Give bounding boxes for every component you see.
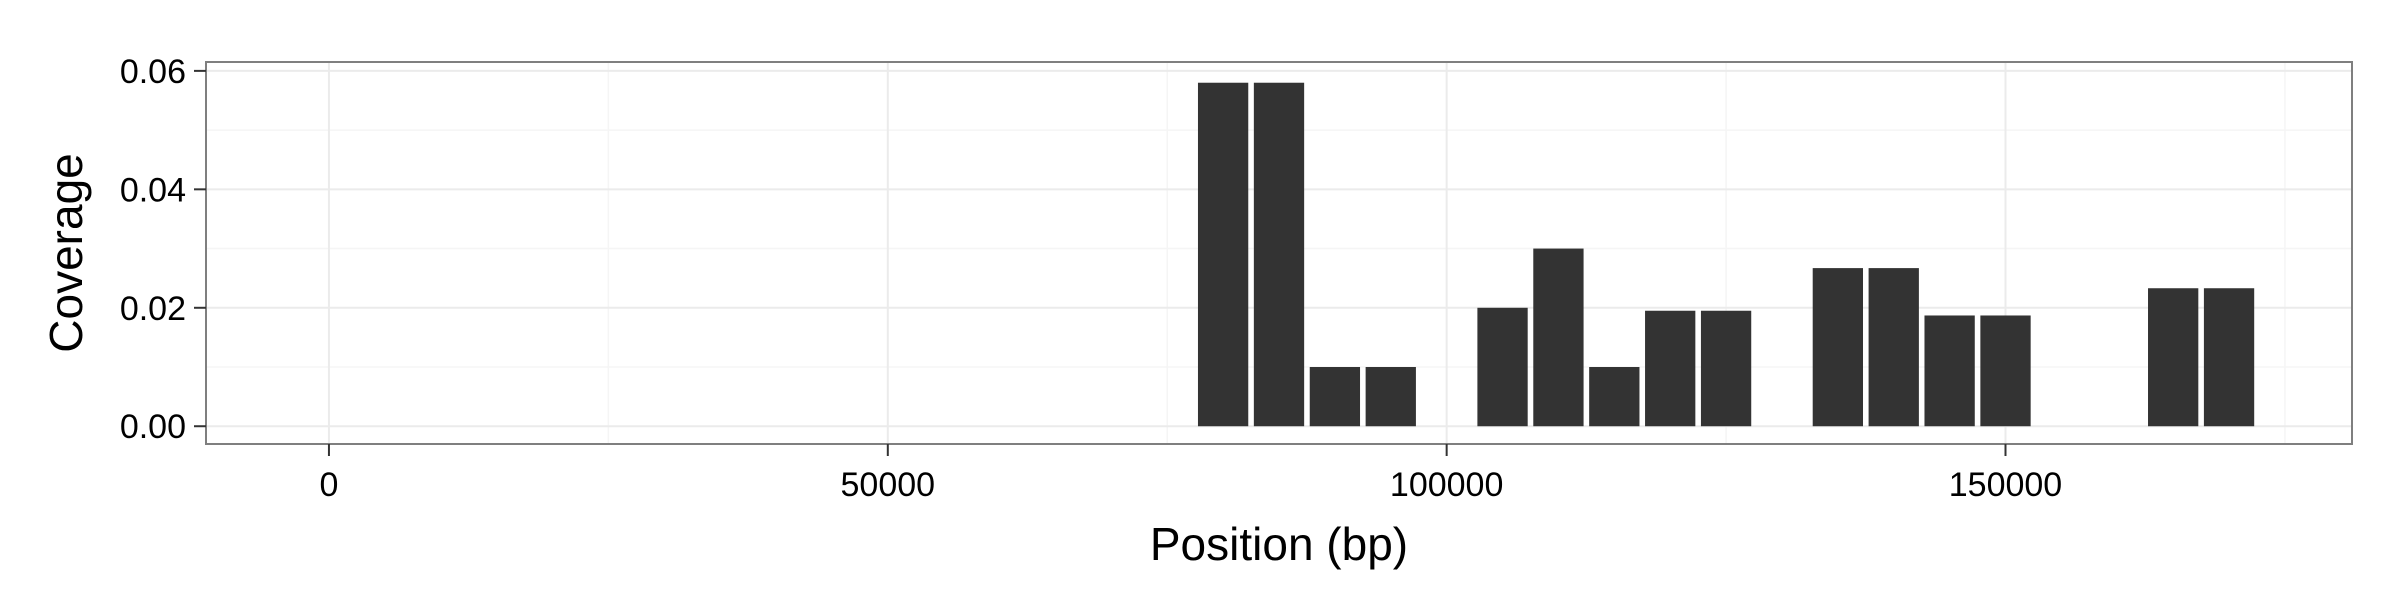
y-tick-label: 0.06	[120, 53, 186, 91]
bar	[1868, 268, 1919, 427]
y-tick-label: 0.00	[120, 408, 186, 446]
bar	[1309, 367, 1361, 427]
x-axis: 0 50000 100000 150000	[319, 444, 2062, 504]
x-tick-label: 150000	[1949, 466, 2062, 504]
bar	[2203, 288, 2255, 427]
x-tick-label: 100000	[1390, 466, 1503, 504]
bar	[1700, 310, 1752, 427]
panel-border	[205, 61, 2353, 445]
bar	[2148, 288, 2199, 427]
x-axis-title: Position (bp)	[1150, 518, 1408, 570]
x-tick-label: 0	[319, 466, 338, 504]
bar	[1645, 310, 1696, 427]
bar	[1533, 248, 1584, 427]
y-tick-label: 0.04	[120, 171, 186, 209]
bar	[1477, 307, 1528, 427]
bar	[1197, 82, 1249, 427]
bar	[1812, 268, 1864, 427]
y-axis-title: Coverage	[40, 153, 92, 352]
x-tick-label: 50000	[841, 466, 936, 504]
bar	[1365, 367, 1416, 427]
bar	[1924, 315, 1975, 427]
bar	[1253, 82, 1305, 427]
bar	[1980, 315, 2031, 427]
bars	[1197, 82, 2255, 427]
bar	[1589, 367, 1640, 427]
y-axis: 0.00 0.02 0.04 0.06	[120, 53, 206, 446]
y-tick-label: 0.02	[120, 290, 186, 328]
